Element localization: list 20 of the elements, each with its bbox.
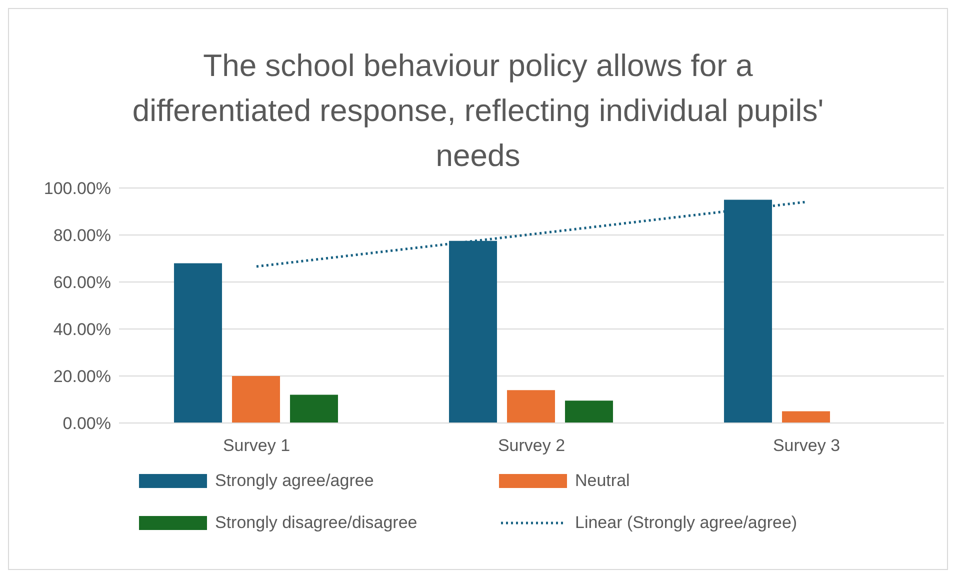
x-tick-label: Survey 2 bbox=[498, 436, 566, 456]
legend-label: Linear (Strongly agree/agree) bbox=[575, 513, 798, 533]
y-tick-label: 100.00% bbox=[44, 179, 111, 198]
y-tick-label: 80.00% bbox=[53, 226, 111, 246]
legend-label: Strongly disagree/disagree bbox=[215, 513, 418, 533]
bar bbox=[232, 376, 280, 423]
y-tick-label: 0.00% bbox=[62, 414, 111, 434]
bar bbox=[782, 411, 830, 423]
legend-label: Neutral bbox=[575, 471, 630, 491]
y-tick-label: 20.00% bbox=[53, 367, 111, 386]
bar bbox=[565, 400, 613, 423]
bar bbox=[174, 263, 222, 423]
chart-title: The school behaviour policy allows for a differentiated response, reflecting individual pupils' needs bbox=[131, 47, 825, 175]
bar bbox=[290, 394, 338, 423]
legend-label: Strongly agree/agree bbox=[215, 471, 374, 491]
x-tick-label: Survey 1 bbox=[222, 436, 290, 456]
bar bbox=[507, 390, 555, 423]
y-tick-label: 40.00% bbox=[53, 320, 111, 340]
x-tick-label: Survey 3 bbox=[772, 436, 840, 456]
y-tick-label: 60.00% bbox=[53, 273, 111, 292]
